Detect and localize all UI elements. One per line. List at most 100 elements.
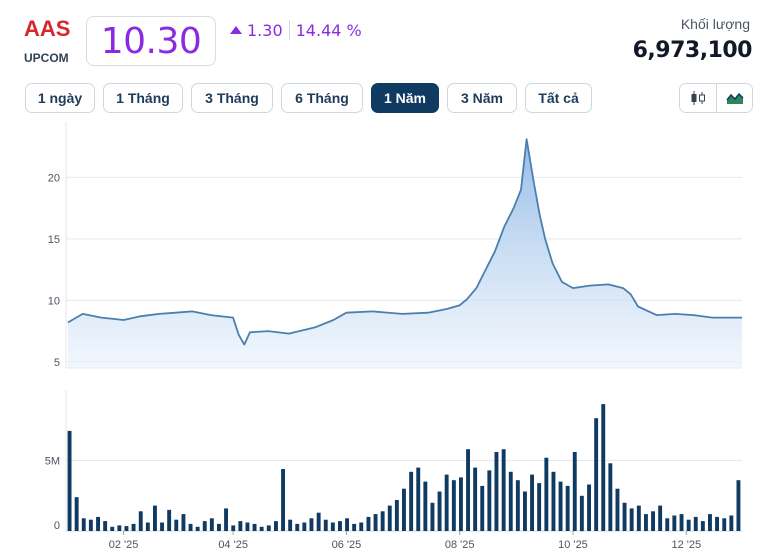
volume-bar [629,508,634,531]
volume-bar [402,488,406,531]
volume-bar [480,485,485,531]
volume-bar [160,522,164,531]
volume-bar [515,480,520,531]
volume-bar [295,523,300,531]
volume-bar [138,511,143,531]
price-box: 10.30 [86,16,216,66]
volume-bar [366,516,371,531]
volume-bar [565,485,570,531]
volume-bar [209,518,214,531]
volume-bar [380,511,385,531]
volume-bar [103,521,108,531]
price-line [67,138,742,346]
volume-bar [459,477,463,531]
volume-bar [202,521,207,531]
volume-bar [523,491,527,531]
volume-bar [288,519,293,531]
volume-bar [736,480,741,531]
volume-bar [644,514,648,531]
price-volume-chart[interactable]: 20 15 10 5 5M 0 02 '25 04 '25 06 '25 08 '25 10 '… [0,118,762,553]
volume-label: Khối lượng [680,16,750,32]
volume-bar [729,515,734,531]
price-change: 1.30 14.44 % [230,20,362,40]
up-arrow-icon [230,26,242,34]
volume-bar [131,523,136,531]
volume-bar [537,483,542,531]
volume-bar [594,418,599,531]
volume-bar [608,463,613,531]
volume-bar [316,512,321,531]
range-1-year-button[interactable]: 1 Năm [371,83,439,113]
range-6-month-button[interactable]: 6 Tháng [281,83,363,113]
volume-bar [693,516,698,531]
volume-bar [708,514,712,531]
volume-bar [494,452,499,531]
price-tick-label: 10 [48,295,60,307]
volume-bar [153,505,157,531]
volume-bar [466,449,470,531]
volume-bar [352,523,357,531]
volume-bar [359,522,364,531]
volume-bar [345,518,349,531]
volume-bar [672,515,677,531]
volume-bar [636,505,641,531]
volume-bar [587,484,591,531]
area-chart-button[interactable] [716,84,752,112]
volume-bar [409,471,414,531]
volume-bar [217,523,221,531]
current-price: 10.30 [100,20,202,62]
volume-tick-label: 0 [54,520,60,532]
volume-bar [309,518,314,531]
volume-bar [501,449,506,531]
range-3-month-button[interactable]: 3 Tháng [191,83,273,113]
volume-bar [145,522,150,531]
volume-bar [437,491,442,531]
volume-bar [238,521,243,531]
range-1-day-button[interactable]: 1 ngày [25,83,95,113]
volume-bar [715,516,719,531]
volume-bar [188,523,193,531]
volume-bar [572,452,577,531]
volume-bar [579,495,584,532]
chart-area: 20 15 10 5 5M 0 02 '25 04 '25 06 '25 08 '25 10 '… [0,118,762,553]
volume-bar [416,467,421,531]
volume-bar [665,518,670,531]
volume-bar [323,519,328,531]
volume-bar [245,522,250,531]
range-all-button[interactable]: Tất cả [525,83,592,113]
volume-bar [394,500,399,531]
volume-bar [444,474,449,531]
range-3-year-button[interactable]: 3 Năm [447,83,517,113]
volume-bar [601,404,606,531]
change-percent: 14.44 % [295,20,362,40]
x-tick-label: 06 '25 [332,539,362,551]
volume-bar [231,525,236,531]
volume-bar [88,519,93,531]
time-range-selector: 1 ngày 1 Tháng 3 Tháng 6 Tháng 1 Năm 3 N… [25,83,592,113]
price-tick-label: 20 [48,172,60,184]
chart-type-toggle [679,83,753,113]
volume-bar [302,522,307,531]
price-tick-label: 15 [48,234,60,246]
volume-bar [259,526,264,531]
volume-bar [487,470,492,531]
volume-bar [338,521,342,531]
volume-bar [252,523,257,531]
volume-bar [67,430,72,531]
volume-bar [544,457,549,531]
range-1-month-button[interactable]: 1 Tháng [103,83,183,113]
x-tick-label: 02 '25 [109,539,139,551]
volume-bar [508,471,513,531]
volume-bar [700,521,705,531]
volume-bar [430,502,435,531]
candlestick-icon [691,91,705,105]
volume-bar [558,481,563,531]
volume-bar [224,508,228,531]
volume-bar [110,526,115,531]
candlestick-button[interactable] [680,84,716,112]
volume-bar [387,505,392,531]
volume-bar [281,469,285,531]
price-tick-label: 5 [54,357,60,369]
volume-bar [266,525,271,531]
volume-bar [530,474,534,531]
